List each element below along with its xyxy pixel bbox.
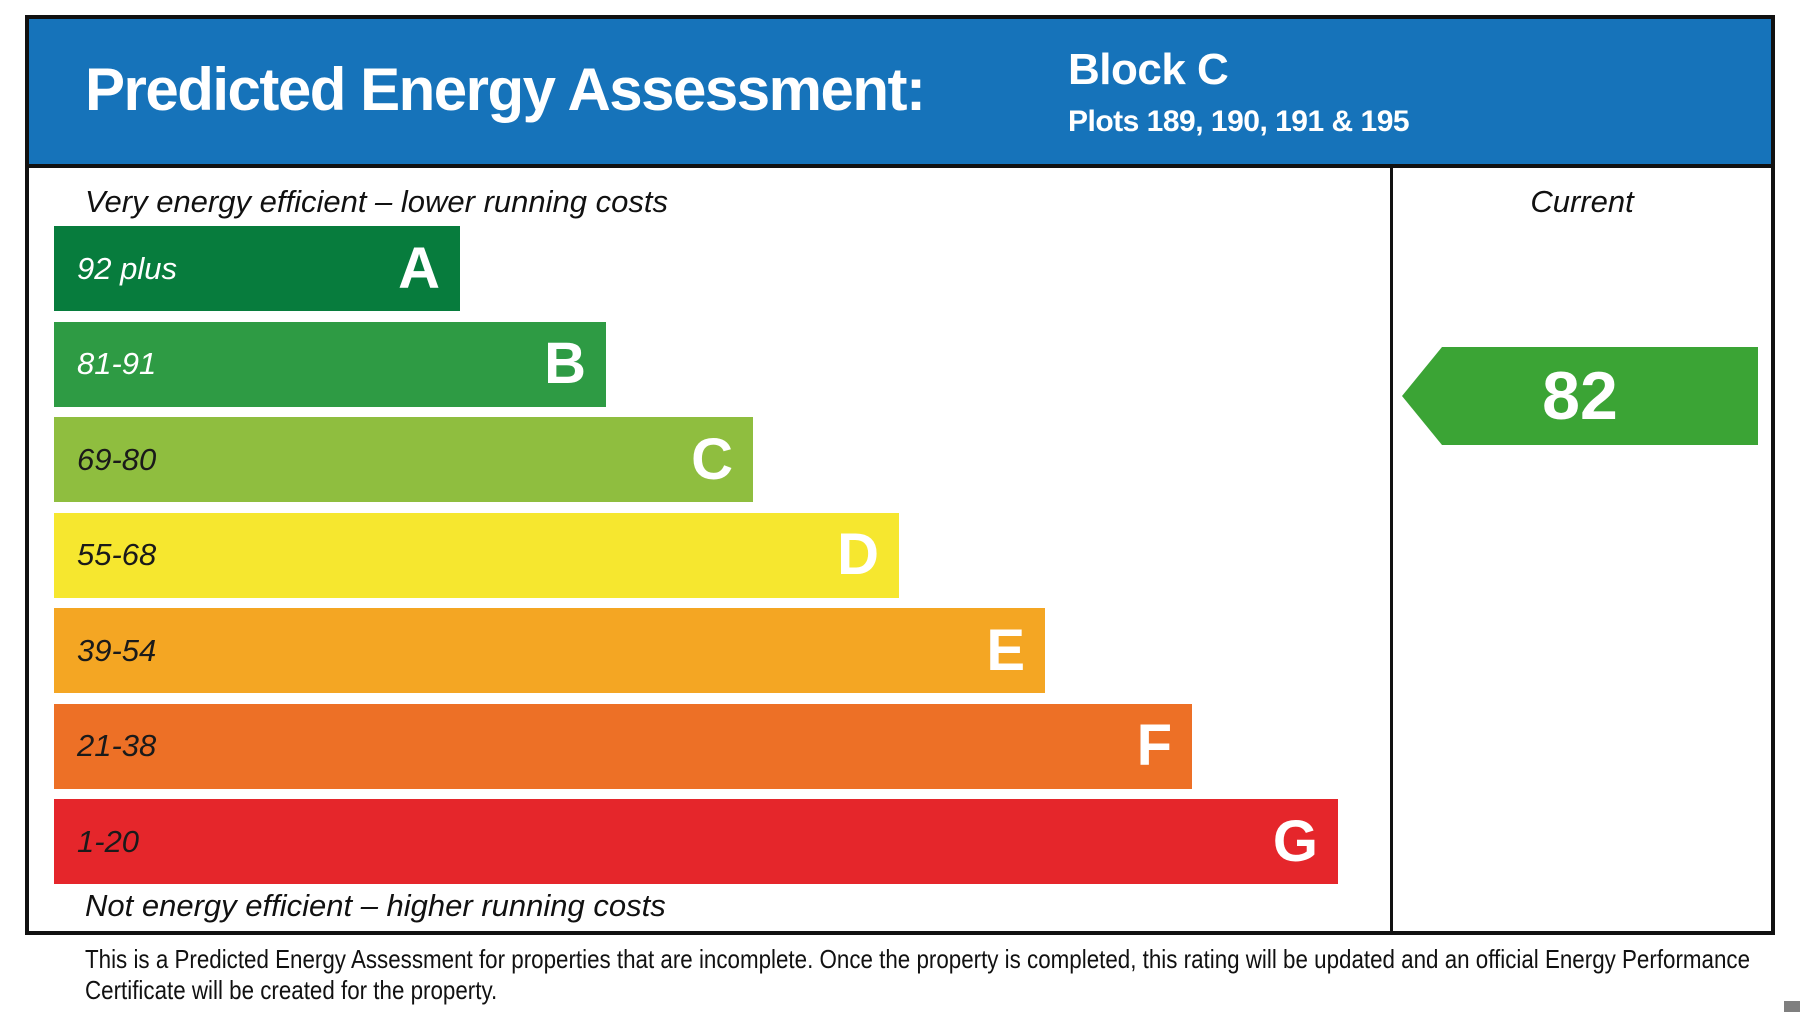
efficiency-top-label: Very energy efficient – lower running co… (85, 184, 668, 219)
current-rating-value: 82 (1542, 358, 1618, 434)
current-rating-arrow: 82 (1402, 347, 1758, 445)
band-letter: A (398, 235, 440, 301)
band-letter: D (837, 522, 879, 587)
block-info: Block C Plots 189, 190, 191 & 195 (1068, 45, 1410, 139)
band-letter: B (544, 331, 586, 396)
footer-note-line1: This is a Predicted Energy Assessment fo… (85, 944, 1751, 974)
rating-chart-area: Very energy efficient – lower running co… (29, 168, 1771, 931)
scrollbar-corner-artifact (1784, 1001, 1800, 1012)
plots-line: Plots 189, 190, 191 & 195 (1068, 105, 1410, 138)
band-range-label: 39-54 (77, 632, 157, 668)
band-range-label: 92 plus (77, 250, 177, 286)
band-letter: F (1136, 713, 1172, 778)
band-range-label: 55-68 (77, 537, 157, 572)
band-row-e: 39-54 E (54, 608, 1045, 693)
column-divider (1390, 168, 1393, 931)
band-row-a: 92 plus A (54, 226, 460, 311)
certificate-border: Predicted Energy Assessment: Block C Plo… (25, 15, 1775, 935)
band-letter: G (1272, 808, 1318, 874)
band-range-label: 21-38 (77, 728, 157, 763)
band-range-label: 69-80 (77, 441, 157, 477)
page-title: Predicted Energy Assessment: (85, 56, 926, 123)
band-row-b: 81-91 B (54, 321, 606, 407)
current-column-label: Current (1530, 184, 1634, 219)
efficiency-bottom-label: Not energy efficient – higher running co… (85, 888, 666, 923)
band-row-d: 55-68 D (54, 512, 899, 598)
band-row-g: 1-20 G (54, 799, 1338, 884)
band-range-label: 81-91 (77, 346, 157, 381)
band-row-f: 21-38 F (54, 703, 1192, 789)
band-range-label: 1-20 (77, 823, 140, 859)
footer-note-line2: Certificate will be created for the prop… (85, 975, 498, 1005)
band-letter: C (691, 426, 733, 492)
footer-note: This is a Predicted Energy Assessment fo… (85, 944, 1750, 1006)
block-name: Block C (1068, 45, 1229, 94)
band-row-c: 69-80 C (54, 417, 753, 502)
certificate-header: Predicted Energy Assessment: Block C Plo… (29, 19, 1771, 168)
rating-bands: 92 plus A 81-91 B 69-80 C 55-68 D 39-54 (54, 226, 1338, 895)
band-letter: E (986, 617, 1025, 683)
